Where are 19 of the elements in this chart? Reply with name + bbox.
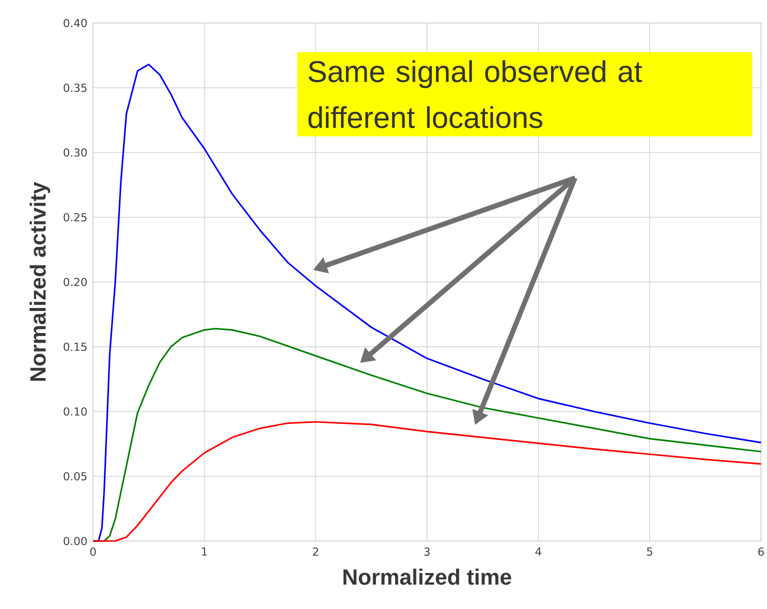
x-tick-label: 5 — [647, 548, 652, 556]
y-tick-label: 0.30 — [64, 148, 87, 157]
x-tick-label: 6 — [758, 548, 764, 556]
x-tick-label: 3 — [424, 548, 430, 556]
y-tick-label: 0.00 — [64, 536, 87, 546]
x-tick-label: 4 — [535, 548, 542, 556]
y-tick-label: 0.10 — [64, 407, 87, 416]
x-tick-label: 0 — [90, 548, 96, 556]
x-tick-label: 1 — [202, 548, 207, 556]
y-tick-label: 0.35 — [64, 84, 87, 92]
y-axis-title: Normalized activity — [30, 182, 50, 381]
y-tick-label: 0.20 — [64, 278, 87, 286]
x-axis-title: Normalized time — [344, 568, 512, 585]
y-tick-label: 0.25 — [64, 213, 87, 222]
annotation: Same signal observed at different locations — [308, 60, 642, 128]
y-tick-label: 0.05 — [64, 472, 87, 480]
y-tick-label: 0.15 — [64, 342, 87, 351]
y-tick-label: 0.40 — [64, 18, 87, 28]
x-tick-label: 2 — [312, 548, 318, 556]
